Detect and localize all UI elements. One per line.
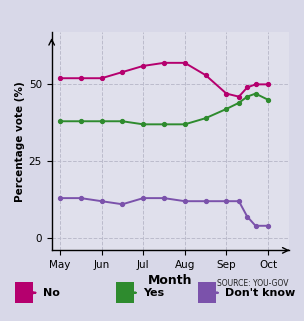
Y-axis label: Percentage vote (%): Percentage vote (%)	[15, 81, 25, 202]
Text: SOURCE: YOU-GOV: SOURCE: YOU-GOV	[217, 279, 289, 288]
FancyBboxPatch shape	[198, 282, 216, 303]
Text: Don't know: Don't know	[225, 288, 295, 298]
X-axis label: Month: Month	[148, 274, 192, 287]
FancyBboxPatch shape	[116, 282, 134, 303]
Text: Yes: Yes	[143, 288, 164, 298]
Text: No: No	[43, 288, 60, 298]
FancyBboxPatch shape	[15, 282, 33, 303]
